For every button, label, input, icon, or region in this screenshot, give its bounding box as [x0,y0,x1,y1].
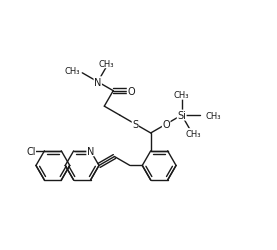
Text: CH₃: CH₃ [206,111,221,120]
Text: Si: Si [177,111,186,120]
Text: N: N [94,78,101,88]
Text: CH₃: CH₃ [64,66,80,76]
Text: CH₃: CH₃ [99,60,114,68]
Text: CH₃: CH₃ [174,91,189,100]
Text: O: O [162,120,170,130]
Text: N: N [87,146,94,156]
Text: O: O [127,86,135,96]
Text: CH₃: CH₃ [185,129,201,138]
Text: S: S [132,120,138,130]
Text: Cl: Cl [26,146,35,156]
